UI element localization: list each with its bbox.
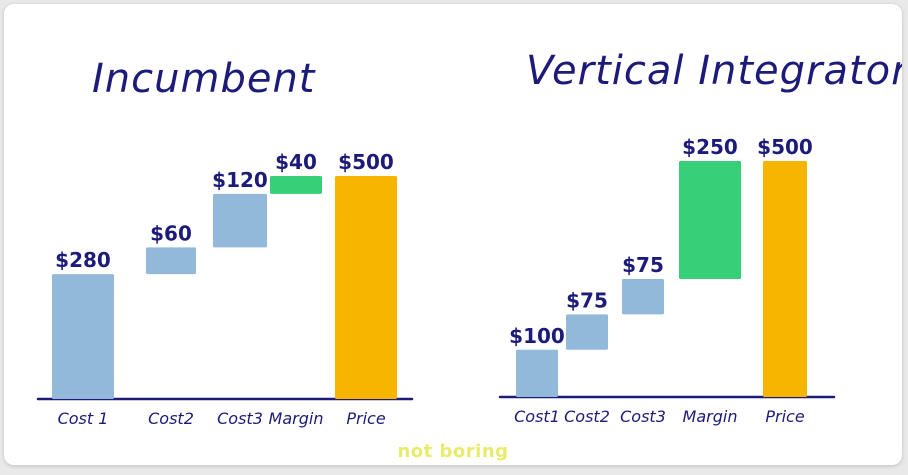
- category-label: Cost 1: [58, 409, 109, 428]
- waterfall-bar: [622, 279, 664, 315]
- figure-card: Incumbent $280 Cost 1 $60 Cost2 $120 Cost3 $40 M…: [4, 4, 902, 465]
- category-label: Margin: [683, 407, 738, 426]
- brand-watermark: not boring: [397, 441, 509, 462]
- bar-value-label: $500: [338, 150, 394, 174]
- category-label: Cost3: [217, 409, 263, 428]
- waterfall-bar: [270, 176, 322, 194]
- waterfall-bar: [516, 349, 558, 397]
- waterfall-charts: Incumbent $280 Cost 1 $60 Cost2 $120 Cost3 $40 M…: [36, 48, 902, 428]
- category-label: Margin: [269, 409, 324, 428]
- waterfall-bar: [335, 176, 397, 399]
- waterfall-bar: [566, 314, 608, 350]
- waterfall-bar: [679, 161, 741, 279]
- waterfall-bar: [146, 247, 196, 275]
- bar-value-label: $250: [682, 135, 738, 159]
- category-label: Price: [346, 409, 385, 428]
- bar-value-label: $500: [757, 135, 813, 159]
- chart-title: Vertical Integrator: [526, 48, 902, 94]
- chart-title: Incumbent: [92, 56, 316, 102]
- waterfall-bar: [52, 274, 114, 399]
- category-label: Price: [765, 407, 804, 426]
- waterfall-bar: [213, 193, 267, 248]
- bar-value-label: $75: [566, 288, 608, 312]
- bar-value-label: $60: [150, 221, 192, 245]
- bar-value-label: $120: [212, 168, 268, 192]
- bar-value-label: $75: [622, 253, 664, 277]
- waterfall-bar: [763, 161, 807, 397]
- bar-value-label: $40: [275, 150, 317, 174]
- category-label: Cost2: [564, 407, 610, 426]
- category-label: Cost1: [514, 407, 560, 426]
- bar-value-label: $280: [55, 248, 111, 272]
- category-label: Cost2: [148, 409, 194, 428]
- bar-value-label: $100: [509, 324, 565, 348]
- category-label: Cost3: [620, 407, 666, 426]
